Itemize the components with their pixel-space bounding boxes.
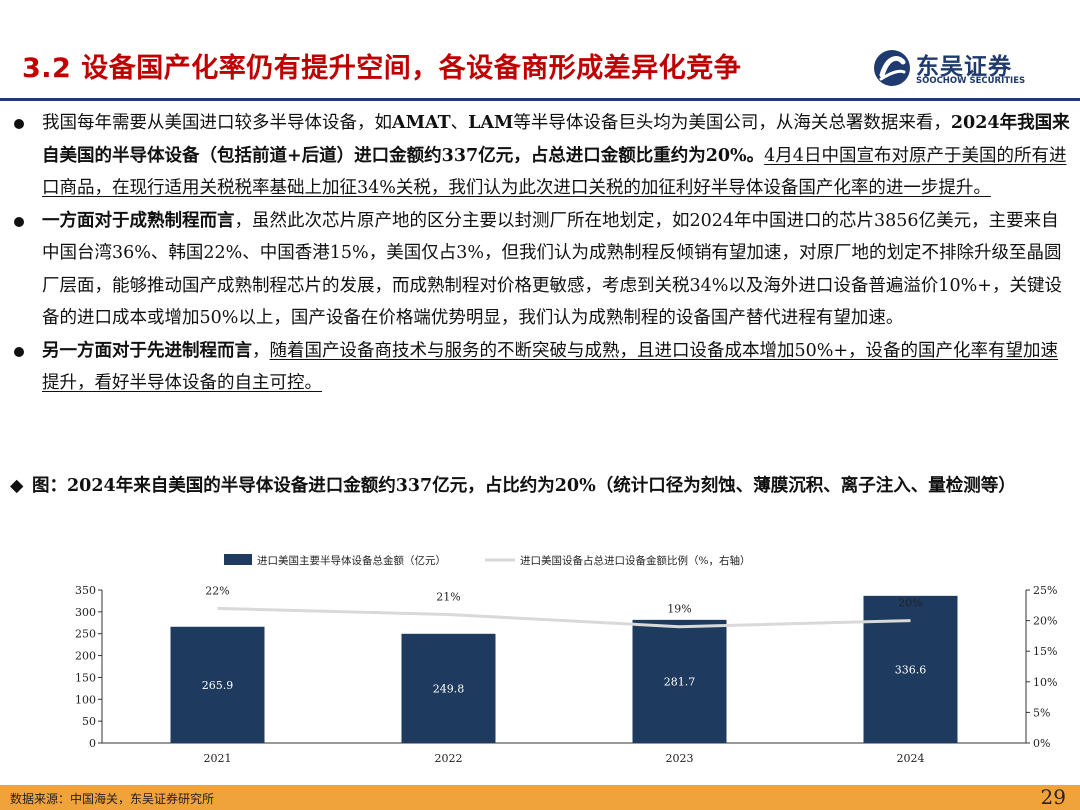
y-right-tick-label: 20%: [1033, 615, 1057, 628]
figure-caption: ◆ 图：2024年来自美国的半导体设备进口金额约337亿元，占比约为20%（统计口…: [10, 470, 1072, 502]
page-number: 29: [1040, 785, 1066, 809]
bar-value-label: 281.7: [664, 675, 696, 688]
diamond-icon: ◆: [10, 476, 24, 496]
bar-value-label: 249.8: [433, 682, 465, 695]
bullet-text: 一方面对于成熟制程而言，虽然此次芯片原产地的区分主要以封测厂所在地划定，如202…: [42, 211, 1062, 329]
y-right-tick-label: 10%: [1033, 676, 1057, 689]
bar: [401, 633, 496, 743]
text-segment: 4月4日中国宣布对原产于美国的所有进口商品，在现行适用关税税率基础上加征34%关…: [42, 145, 1067, 199]
legend-swatch-bar: [224, 554, 252, 565]
x-tick-label: 2021: [204, 752, 232, 765]
text-segment: 随着国产设备商技术与服务的不断突破与成熟，且进口设备成本增加50%+，设备的国产…: [42, 340, 1059, 394]
text-segment: 、: [450, 113, 469, 133]
y-right-tick-label: 0%: [1033, 737, 1050, 750]
y-left-tick-label: 300: [75, 606, 96, 619]
y-left-tick-label: 50: [82, 715, 96, 728]
x-tick-label: 2024: [897, 752, 925, 765]
y-right-tick-label: 5%: [1033, 706, 1050, 719]
bullet-item: 我国每年需要从美国进口较多半导体设备，如AMAT、LAM等半导体设备巨头均为美国…: [10, 107, 1072, 205]
bullet-item: 另一方面对于先进制程而言，随着国产设备商技术与服务的不断突破与成熟，且进口设备成…: [10, 335, 1072, 400]
text-segment: 2024年我国来自美国的半导体设备（包括前道+后道）进口金额约337亿元，占总进…: [42, 113, 1070, 166]
brand-logo: 东吴证券 SOOCHOW SECURITIES: [872, 45, 1052, 91]
bullet-list: 我国每年需要从美国进口较多半导体设备，如AMAT、LAM等半导体设备巨头均为美国…: [10, 107, 1072, 400]
bullet-dot: [14, 346, 24, 357]
y-left-tick-label: 0: [89, 737, 96, 750]
ratio-line: [217, 606, 911, 629]
logo-subtitle: SOOCHOW SECURITIES: [916, 76, 1026, 86]
line-value-label: 19%: [667, 603, 691, 616]
page-title: 3.2 设备国产化率仍有提升空间，各设备商形成差异化竞争: [22, 53, 742, 84]
bullet-dot: [14, 216, 24, 227]
bullet-text: 另一方面对于先进制程而言，随着国产设备商技术与服务的不断突破与成熟，且进口设备成…: [42, 341, 1058, 394]
y-left-tick-label: 100: [75, 693, 96, 706]
logo-name: 东吴证券: [916, 54, 1012, 80]
bar-series: 265.9 249.8 281.7 336.6: [170, 595, 958, 743]
bullet-dot: [14, 119, 24, 129]
text-segment: 等半导体设备巨头均为美国公司，从海关总署数据来看，: [513, 113, 951, 133]
bullet-text: 我国每年需要从美国进口较多半导体设备，如AMAT、LAM等半导体设备巨头均为美国…: [42, 113, 1070, 198]
y-right-tick-label: 15%: [1033, 645, 1057, 658]
legend-label-bar: 进口美国主要半导体设备总金额（亿元）: [257, 554, 446, 567]
figure-title-text: 图：2024年来自美国的半导体设备进口金额约337亿元，占比约为20%（统计口径…: [32, 476, 1016, 496]
y-left-tick-label: 200: [75, 650, 96, 663]
text-segment: AMAT: [392, 113, 451, 133]
line-series: 22% 21% 19% 20%: [205, 584, 923, 629]
text-segment: 另一方面对于先进制程而言: [42, 340, 252, 361]
header-rule: [0, 98, 1080, 101]
x-tick-label: 2023: [666, 752, 694, 765]
bar: [170, 626, 265, 743]
footer-bar: [0, 785, 1080, 810]
line-value-label: 20%: [898, 597, 922, 610]
x-tick-label: 2022: [435, 752, 463, 765]
text-segment: 我国每年需要从美国进口较多半导体设备，如: [42, 113, 392, 133]
chart-legend: 进口美国主要半导体设备总金额（亿元） 进口美国设备占总进口设备金额比例（%，右轴）: [224, 554, 750, 567]
y-left-tick-label: 250: [75, 628, 96, 641]
text-segment: ，虽然此次芯片原产地的区分主要以封测厂所在地划定，如2024年中国进口的芯片38…: [42, 210, 1062, 329]
line-value-label: 21%: [436, 590, 460, 603]
bar: [632, 619, 727, 743]
chart: 进口美国主要半导体设备总金额（亿元） 进口美国设备占总进口设备金额比例（%，右轴）…: [75, 554, 1057, 765]
y-right-tick-label: 25%: [1033, 584, 1057, 597]
text-segment: 一方面对于成熟制程而言: [42, 210, 235, 231]
text-segment: ，: [252, 340, 270, 361]
bar-value-label: 336.6: [895, 663, 927, 676]
bullet-item: 一方面对于成熟制程而言，虽然此次芯片原产地的区分主要以封测厂所在地划定，如202…: [10, 205, 1072, 335]
soochow-logo-icon: [874, 50, 910, 86]
bar-value-label: 265.9: [202, 679, 234, 692]
line-value-label: 22%: [205, 584, 229, 597]
data-source: 数据来源：中国海关，东吴证券研究所: [10, 792, 215, 806]
y-left-tick-label: 150: [75, 671, 96, 684]
y-left-tick-label: 350: [75, 584, 96, 597]
legend-label-line: 进口美国设备占总进口设备金额比例（%，右轴）: [520, 554, 750, 567]
text-segment: LAM: [468, 113, 514, 133]
